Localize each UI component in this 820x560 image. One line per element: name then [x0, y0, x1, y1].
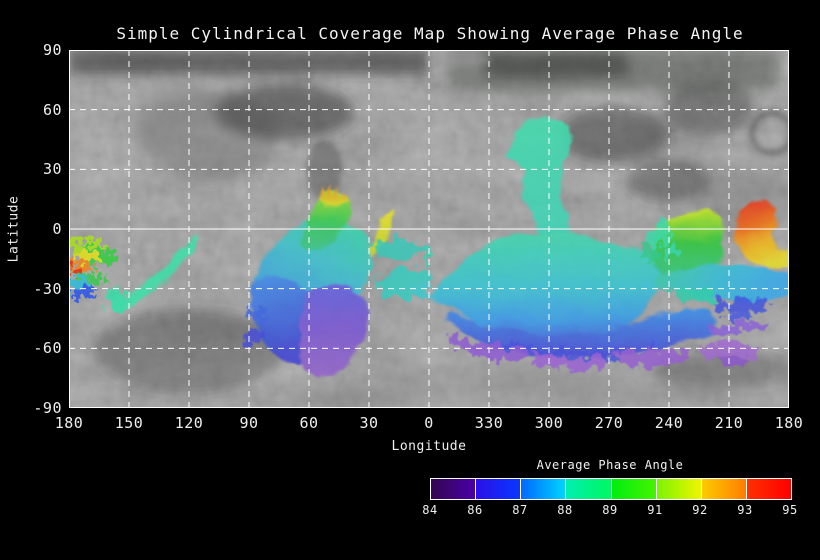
central-body — [428, 234, 659, 341]
overlay-regions-speckles — [69, 239, 432, 310]
westblob-spikes — [318, 183, 348, 207]
west-left-spoke-1 — [245, 308, 267, 322]
map-plot-area — [69, 50, 789, 408]
colorbar-segment — [475, 479, 521, 499]
page-title: Simple Cylindrical Coverage Map Showing … — [116, 24, 744, 43]
x-tick-label: 210 — [714, 414, 744, 432]
colorbar-segment — [520, 479, 566, 499]
colorbar-tick-label: 89 — [602, 503, 618, 517]
colorbar-segment — [700, 479, 746, 499]
colorbar-segment — [610, 479, 656, 499]
x-tick-label: 330 — [474, 414, 504, 432]
y-tick-label: -30 — [33, 279, 62, 298]
westblob-purple — [300, 283, 368, 379]
x-tick-label: 180 — [774, 414, 804, 432]
colorbar-tick-label: 86 — [467, 503, 483, 517]
y-tick-label: -60 — [33, 339, 62, 358]
central-column — [505, 118, 573, 241]
map-layers — [69, 50, 789, 408]
west-streak-frag — [105, 286, 121, 302]
x-tick-label: 120 — [174, 414, 204, 432]
x-tick-label: 60 — [299, 414, 319, 432]
x-tick-label: 240 — [654, 414, 684, 432]
purple-frags-b — [530, 351, 610, 371]
colorbar-tick-label: 91 — [647, 503, 663, 517]
y-tick-label: 60 — [42, 100, 62, 119]
teal-appendage-1 — [646, 221, 673, 247]
colorbar-tick-label: 88 — [557, 503, 573, 517]
speckle-red — [72, 267, 86, 277]
yellow-patch — [370, 211, 396, 256]
y-tick-label: -90 — [33, 399, 62, 417]
x-tick-label: 180 — [54, 414, 84, 432]
east-red-blob — [735, 199, 789, 267]
y-tick-label: 90 — [42, 41, 62, 59]
speckle-blue — [72, 286, 95, 299]
y-tick-label: 0 — [52, 220, 62, 238]
overlay-regions-fragments — [243, 221, 771, 371]
mid-teal-frag-3 — [409, 281, 431, 299]
colorbar-tick-label: 95 — [782, 503, 798, 517]
y-tick-label: 30 — [42, 160, 62, 179]
blue-frags-right-2 — [729, 309, 753, 324]
purple-frags-f — [717, 353, 749, 367]
colorbar-segment — [655, 479, 701, 499]
blue-frags-right-1 — [709, 297, 771, 313]
x-tick-label: 30 — [359, 414, 379, 432]
coverage-map — [69, 50, 789, 408]
teal-appendage-2 — [662, 242, 681, 261]
plot-border — [69, 50, 789, 408]
x-tick-label: 300 — [534, 414, 564, 432]
x-axis-label: Longitude — [391, 439, 467, 454]
mid-teal-frag-1 — [375, 238, 429, 257]
grid-lines — [69, 50, 789, 408]
colorbar-tick-label: 87 — [512, 503, 528, 517]
purple-frags-e — [709, 321, 769, 335]
detached-teal-west — [107, 291, 130, 310]
x-tick-label: 90 — [239, 414, 259, 432]
colorbar-segment — [431, 479, 476, 499]
x-tick-label: 0 — [424, 414, 434, 432]
x-tick-label: 270 — [594, 414, 624, 432]
green-bottom-frags — [667, 288, 722, 303]
colorbar — [430, 478, 792, 500]
colorbar-tick-label: 93 — [737, 503, 753, 517]
colorbar-segment — [565, 479, 611, 499]
colorbar-segment — [745, 479, 791, 499]
overlay-regions-soft — [105, 118, 789, 379]
purple-frags-c — [615, 349, 690, 365]
x-tick-label: 150 — [114, 414, 144, 432]
colorbar-tick-label: 92 — [692, 503, 708, 517]
green-left-frags — [638, 243, 656, 261]
colorbar-title: Average Phase Angle — [536, 458, 684, 472]
colorbar-tick-label: 84 — [422, 503, 438, 517]
speckle-yellow — [73, 250, 99, 264]
